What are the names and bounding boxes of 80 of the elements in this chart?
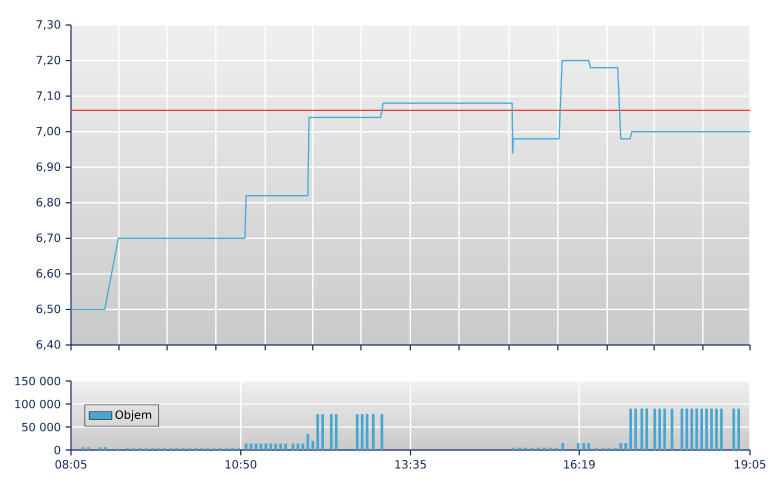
bar bbox=[705, 408, 708, 450]
x-tick-label: 16:19 bbox=[564, 460, 595, 469]
y-tick-label: 50 000 bbox=[22, 422, 60, 432]
y-tick-label: 6,40 bbox=[36, 340, 60, 350]
bar bbox=[715, 408, 718, 450]
bar bbox=[663, 408, 666, 450]
x-tick-label: 13:35 bbox=[395, 460, 426, 469]
y-tick-label: 7,30 bbox=[36, 20, 60, 30]
y-tick-label: 7,10 bbox=[36, 91, 60, 101]
bar bbox=[518, 448, 521, 450]
bar bbox=[380, 414, 384, 450]
bar bbox=[284, 444, 287, 450]
bar bbox=[690, 408, 694, 450]
y-tick-label: 6,60 bbox=[36, 269, 60, 279]
bar bbox=[634, 408, 637, 450]
y-tick-label: 6,90 bbox=[36, 162, 60, 172]
bar bbox=[542, 448, 546, 450]
x-tick-label: 08:05 bbox=[55, 460, 86, 469]
bar bbox=[292, 444, 294, 450]
bar bbox=[555, 448, 558, 450]
bar bbox=[561, 443, 564, 450]
bar bbox=[582, 443, 586, 450]
bar bbox=[264, 444, 268, 450]
bar bbox=[720, 408, 723, 450]
y-tick-label: 7,20 bbox=[36, 56, 60, 66]
bar bbox=[356, 414, 359, 450]
y-tick-label: 6,80 bbox=[36, 198, 60, 208]
bar bbox=[695, 408, 698, 450]
bar bbox=[524, 448, 528, 450]
bar bbox=[87, 447, 90, 450]
bar bbox=[269, 444, 272, 450]
bar bbox=[710, 408, 713, 450]
bar bbox=[512, 448, 515, 450]
bar bbox=[104, 447, 107, 450]
bar bbox=[372, 414, 375, 450]
legend-label: Objem bbox=[115, 410, 152, 422]
bar bbox=[587, 443, 590, 450]
bar bbox=[82, 447, 84, 450]
bar bbox=[732, 408, 736, 450]
bar bbox=[244, 444, 248, 450]
bar bbox=[530, 448, 534, 450]
bar bbox=[645, 408, 648, 450]
bar bbox=[624, 443, 628, 450]
bar bbox=[366, 414, 368, 450]
bar bbox=[576, 443, 580, 450]
bar bbox=[686, 408, 688, 450]
bar bbox=[274, 444, 278, 450]
bar bbox=[737, 408, 740, 450]
bar bbox=[316, 414, 320, 450]
bar bbox=[311, 440, 314, 450]
bar bbox=[670, 408, 674, 450]
bar bbox=[549, 448, 552, 450]
bar bbox=[658, 408, 662, 450]
bar bbox=[306, 434, 310, 450]
bar bbox=[250, 444, 252, 450]
y-tick-label: 6,70 bbox=[36, 233, 60, 244]
y-tick-label: 150 000 bbox=[15, 376, 60, 386]
bar bbox=[700, 408, 703, 450]
bar bbox=[279, 444, 282, 450]
x-tick-label: 10:50 bbox=[226, 460, 256, 469]
bar bbox=[334, 414, 338, 450]
bar bbox=[680, 408, 684, 450]
bar bbox=[321, 414, 324, 450]
y-tick-label: 6,50 bbox=[36, 304, 60, 314]
bar bbox=[360, 414, 364, 450]
y-tick-label: 0 bbox=[54, 446, 60, 454]
bar bbox=[629, 408, 632, 450]
bar bbox=[653, 408, 656, 450]
bar bbox=[640, 408, 644, 450]
bar bbox=[296, 444, 300, 450]
y-tick-label: 100 000 bbox=[15, 400, 60, 408]
y-tick-label: 7,00 bbox=[36, 126, 60, 137]
bar bbox=[254, 444, 258, 450]
bar bbox=[260, 444, 262, 450]
bar bbox=[330, 414, 333, 450]
x-tick-label: 19:05 bbox=[734, 460, 766, 469]
bar bbox=[302, 444, 304, 450]
bar bbox=[536, 448, 540, 450]
bar bbox=[98, 447, 102, 450]
bar bbox=[619, 443, 622, 450]
